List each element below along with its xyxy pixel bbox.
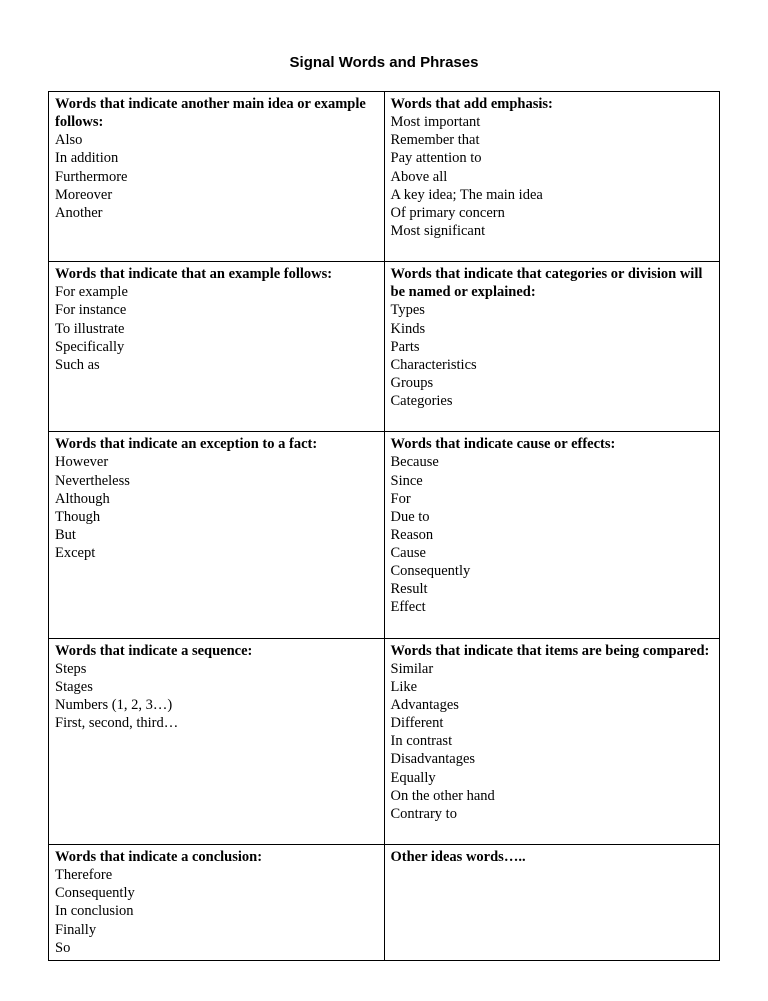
list-item: Above all <box>391 168 714 186</box>
list-item: Reason <box>391 526 714 544</box>
list-item: Most significant <box>391 222 714 240</box>
spacer <box>391 617 714 635</box>
list-item: Characteristics <box>391 356 714 374</box>
list-item: For example <box>55 283 378 301</box>
table-row: Words that indicate that an example foll… <box>49 262 720 432</box>
signal-words-table: Words that indicate another main idea or… <box>48 91 720 961</box>
list-item: For <box>391 490 714 508</box>
list-item: In addition <box>55 149 378 167</box>
list-item: Disadvantages <box>391 750 714 768</box>
list-item: Finally <box>55 921 378 939</box>
list-item: Types <box>391 301 714 319</box>
list-item: Consequently <box>391 562 714 580</box>
cell-heading: Words that indicate another main idea or… <box>55 96 366 130</box>
list-item: Therefore <box>55 866 378 884</box>
list-item: Similar <box>391 660 714 678</box>
list-item: Because <box>391 453 714 471</box>
table-cell: Words that indicate that items are being… <box>384 638 720 844</box>
list-item: Kinds <box>391 320 714 338</box>
spacer <box>391 240 714 258</box>
spacer <box>55 222 378 240</box>
table-row: Words that indicate a conclusion:Therefo… <box>49 845 720 961</box>
spacer <box>391 823 714 841</box>
list-item: Steps <box>55 660 378 678</box>
list-item: Pay attention to <box>391 149 714 167</box>
cell-heading: Words that indicate an exception to a fa… <box>55 436 317 452</box>
list-item: Different <box>391 714 714 732</box>
spacer <box>391 410 714 428</box>
list-item: Also <box>55 131 378 149</box>
cell-heading: Words that indicate that items are being… <box>391 643 710 659</box>
list-item: Stages <box>55 678 378 696</box>
list-item: Consequently <box>55 884 378 902</box>
list-item: Since <box>391 472 714 490</box>
list-item: Parts <box>391 338 714 356</box>
list-item: A key idea; The main idea <box>391 186 714 204</box>
list-item: Advantages <box>391 696 714 714</box>
list-item: In conclusion <box>55 902 378 920</box>
cell-heading: Words that indicate that an example foll… <box>55 266 332 282</box>
list-item: Though <box>55 508 378 526</box>
table-cell: Words that indicate an exception to a fa… <box>49 432 385 638</box>
table-cell: Words that indicate that an example foll… <box>49 262 385 432</box>
cell-heading: Words that indicate cause or effects: <box>391 436 616 452</box>
list-item: First, second, third… <box>55 714 378 732</box>
list-item: Another <box>55 204 378 222</box>
list-item: Furthermore <box>55 168 378 186</box>
cell-heading: Words that add emphasis: <box>391 96 553 112</box>
cell-heading: Words that indicate a sequence: <box>55 643 252 659</box>
list-item: Most important <box>391 113 714 131</box>
list-item: Remember that <box>391 131 714 149</box>
table-row: Words that indicate a sequence:StepsStag… <box>49 638 720 844</box>
spacer <box>55 374 378 392</box>
table-cell: Words that indicate another main idea or… <box>49 92 385 262</box>
table-cell: Words that indicate that categories or d… <box>384 262 720 432</box>
table-row: Words that indicate an exception to a fa… <box>49 432 720 638</box>
list-item: Cause <box>391 544 714 562</box>
list-item: Numbers (1, 2, 3…) <box>55 696 378 714</box>
table-cell: Words that add emphasis:Most importantRe… <box>384 92 720 262</box>
list-item: Except <box>55 544 378 562</box>
cell-heading: Other ideas words….. <box>391 849 526 865</box>
table-cell: Words that indicate a sequence:StepsStag… <box>49 638 385 844</box>
list-item: But <box>55 526 378 544</box>
list-item: Like <box>391 678 714 696</box>
list-item: Although <box>55 490 378 508</box>
list-item: Such as <box>55 356 378 374</box>
list-item: Equally <box>391 769 714 787</box>
page-title: Signal Words and Phrases <box>48 54 720 71</box>
cell-heading: Words that indicate that categories or d… <box>391 266 703 300</box>
list-item: So <box>55 939 378 957</box>
list-item: Result <box>391 580 714 598</box>
spacer <box>55 732 378 750</box>
list-item: To illustrate <box>55 320 378 338</box>
table-cell: Words that indicate a conclusion:Therefo… <box>49 845 385 961</box>
spacer <box>55 562 378 580</box>
document-page: Signal Words and Phrases Words that indi… <box>0 0 768 1001</box>
list-item: Groups <box>391 374 714 392</box>
list-item: Due to <box>391 508 714 526</box>
list-item: In contrast <box>391 732 714 750</box>
table-row: Words that indicate another main idea or… <box>49 92 720 262</box>
list-item: However <box>55 453 378 471</box>
list-item: Contrary to <box>391 805 714 823</box>
table-cell: Words that indicate cause or effects:Bec… <box>384 432 720 638</box>
list-item: Of primary concern <box>391 204 714 222</box>
cell-heading: Words that indicate a conclusion: <box>55 849 262 865</box>
list-item: For instance <box>55 301 378 319</box>
list-item: Nevertheless <box>55 472 378 490</box>
list-item: Effect <box>391 598 714 616</box>
list-item: On the other hand <box>391 787 714 805</box>
table-cell: Other ideas words….. <box>384 845 720 961</box>
list-item: Moreover <box>55 186 378 204</box>
list-item: Categories <box>391 392 714 410</box>
list-item: Specifically <box>55 338 378 356</box>
